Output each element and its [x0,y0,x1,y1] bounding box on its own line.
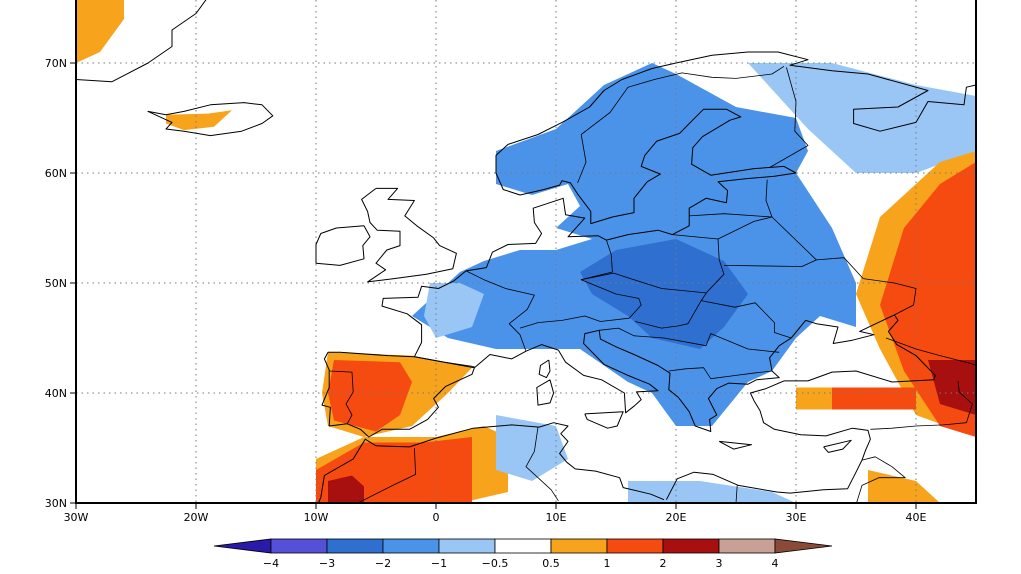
anomaly-region-15 [928,360,976,415]
anomaly-region-11 [496,415,568,481]
colorbar-label-4: −0.5 [482,557,509,570]
anomaly-region-1 [166,110,232,131]
country-borders [329,65,976,503]
coastline-balkan-italy [474,314,936,432]
lat-label-1: 60N [45,167,67,180]
lat-label-0: 70N [45,57,67,70]
longitude-labels: 30W 20W 10W 0 10E 20E 30E 40E [64,503,927,524]
lon-label-7: 40E [906,511,927,524]
latitude-labels: 70N 60N 50N 40N 30N [45,57,76,510]
lon-label-2: 10W [304,511,329,524]
coastline-anatolia [665,370,935,500]
coastline-france [381,197,607,357]
border-pyrenees [414,356,475,367]
colorbar-label-0: −4 [263,557,279,570]
border-libya-egypt [735,485,738,503]
anomaly-region-6 [328,475,364,503]
lon-label-3: 0 [433,511,440,524]
border-alps [519,272,707,329]
colorbar-swatch-2 [326,538,384,554]
colorbar-swatch-8 [662,538,720,554]
colorbar-label-8: 3 [716,557,723,570]
border-turkey-south [870,380,973,430]
anomaly-region-17 [796,387,832,410]
lon-label-1: 20W [184,511,209,524]
anomaly-region-3 [328,360,412,432]
coastline-corsica [538,359,551,379]
colorbar-swatch-4 [438,538,496,554]
colorbar-swatch-5 [494,538,552,554]
lon-label-5: 20E [666,511,687,524]
anomaly-region-9 [424,283,484,338]
anomaly-shading [76,0,976,503]
coastline-scandinavia [495,51,976,225]
coastline-sicily [584,411,624,429]
colorbar [213,538,833,554]
border-belarus-ru [717,216,817,267]
border-balkans-south [668,367,773,380]
colorbar-swatch-6 [550,538,608,554]
colorbar-labels: −4 −3 −2 −1 −0.5 0.5 1 2 3 4 [263,557,779,570]
colorbar-swatch-3 [382,538,440,554]
anomaly-region-16 [832,387,916,410]
plot-frame [75,0,977,504]
border-balkans [599,327,780,353]
anomaly-region-7 [412,63,856,426]
border-levant [856,456,906,503]
coastline-britain [361,187,457,283]
coastline-iceland [147,102,274,137]
colorbar-label-7: 2 [660,557,667,570]
coastline-baltic-south [606,108,797,241]
colorbar-label-3: −1 [431,557,447,570]
lon-label-6: 30E [786,511,807,524]
anomaly-region-8 [580,239,748,349]
border-de-pl [581,239,613,281]
lat-label-2: 50N [45,277,67,290]
border-fi-ru [769,67,809,168]
lon-label-4: 10E [546,511,567,524]
lat-label-4: 30N [45,497,67,510]
anomaly-region-0 [76,0,124,63]
colorbar-swatch-1 [270,538,328,554]
colorbar-low-arrow [213,538,272,554]
border-algeria-morocco [356,447,417,503]
lon-label-0: 30W [64,511,89,524]
colorbar-high-arrow [774,538,833,554]
coastline-greenland [76,0,207,83]
coastlines [76,0,976,503]
lat-label-3: 40N [45,387,67,400]
border-fr-de [465,270,535,352]
colorbar-label-5: 0.5 [542,557,560,570]
colorbar-swatch-7 [606,538,664,554]
coastline-ireland [315,225,371,266]
border-hu-ro [635,300,702,329]
colorbar-label-1: −3 [319,557,335,570]
gridlines [76,0,976,503]
coastline-cyprus [823,439,852,453]
border-portugal [329,370,354,424]
colorbar-swatch-9 [718,538,776,554]
coastline-sardinia [536,379,555,406]
border-algeria-tunisia [525,427,559,502]
border-ukraine-ru [816,257,917,316]
colorbar-label-6: 1 [604,557,611,570]
anomaly-region-12 [628,481,796,503]
colorbar-label-2: −2 [375,557,391,570]
colorbar-label-9: 4 [772,557,779,570]
coastline-crete [718,440,753,450]
anomaly-region-18 [868,470,940,503]
border-caucasus [885,337,976,366]
anomaly-region-10 [748,63,976,173]
border-no-se [577,65,785,184]
coastline-n-africa [317,422,665,503]
